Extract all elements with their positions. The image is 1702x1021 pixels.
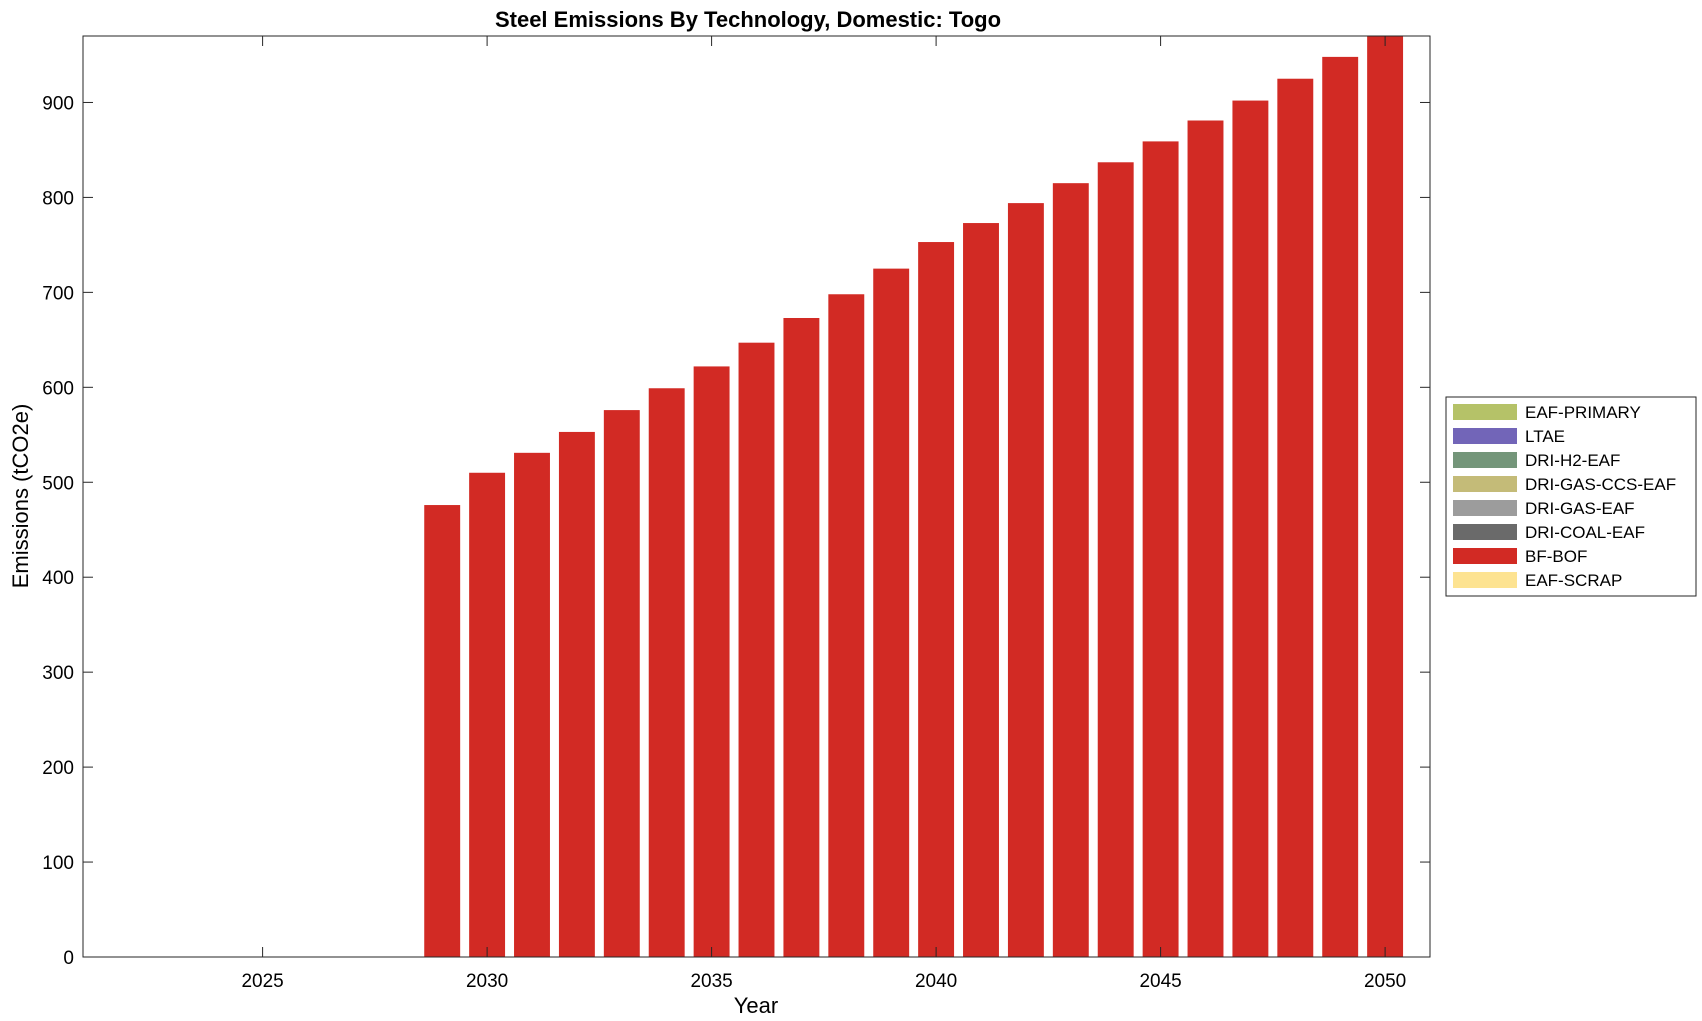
bar-bf-bof-2037: [783, 317, 820, 957]
legend-swatch-dri-coal-eaf: [1453, 524, 1517, 540]
bar-bf-bof-2048: [1277, 78, 1314, 957]
x-tick-label: 2050: [1364, 971, 1406, 992]
legend-swatch-eaf-scrap: [1453, 572, 1517, 588]
x-tick-label: 2035: [690, 971, 732, 992]
y-axis-label: Emissions (tCO2e): [8, 404, 33, 589]
legend-label: EAF-SCRAP: [1525, 571, 1622, 590]
legend-label: BF-BOF: [1525, 547, 1587, 566]
legend: EAF-PRIMARY LTAE DRI-H2-EAF DRI-GAS-CCS-EAF…: [1445, 396, 1697, 597]
y-tick-label: 300: [42, 663, 74, 684]
legend-box: [1445, 396, 1697, 597]
y-tick-label: 600: [42, 378, 74, 399]
legend-label: DRI-COAL-EAF: [1525, 523, 1645, 542]
x-tick-label: 2045: [1139, 971, 1181, 992]
y-tick-label: 200: [42, 758, 74, 779]
legend-label: LTAE: [1525, 427, 1565, 446]
plot-frame: [82, 35, 1431, 958]
bar-bf-bof-2036: [738, 342, 775, 957]
bar-bf-bof-2035: [693, 366, 730, 957]
legend-swatch-eaf-primary: [1453, 404, 1517, 420]
bar-bf-bof-2041: [963, 223, 999, 957]
x-tick-label: 2025: [241, 971, 283, 992]
y-tick-label: 400: [42, 568, 74, 589]
legend-swatch-dri-gas-eaf: [1453, 500, 1517, 516]
bar-bf-bof-2047: [1232, 100, 1269, 957]
bar-bf-bof-2045: [1142, 141, 1179, 957]
y-tick-label: 900: [42, 93, 74, 114]
bar-bf-bof-2044: [1097, 162, 1134, 957]
legend-swatch-ltae: [1453, 428, 1517, 444]
bar-bf-bof-2032: [558, 431, 595, 957]
bar-bf-bof-2040: [918, 242, 955, 957]
y-tick-label: 700: [42, 283, 74, 304]
x-axis-label: Year: [734, 993, 778, 1018]
bar-bf-bof-2029: [424, 505, 461, 957]
ticks-layer: 2025 2030 2035 2040 2045 2050 0 100 200 300 400 500…: [42, 36, 1430, 992]
y-tick-label: 100: [42, 853, 74, 874]
bar-bf-bof-2039: [873, 268, 910, 957]
bar-bf-bof-2034: [648, 388, 685, 957]
legend-label: DRI-GAS-EAF: [1525, 499, 1635, 518]
legend-label: EAF-PRIMARY: [1525, 403, 1641, 422]
x-tick-label: 2040: [915, 971, 957, 992]
bars-layer: [424, 36, 1404, 957]
bar-bf-bof-2046: [1187, 120, 1224, 957]
x-tick-label: 2030: [466, 971, 508, 992]
bar-bf-bof-2049: [1322, 56, 1359, 957]
y-tick-label: 800: [42, 188, 74, 209]
legend-swatch-dri-h2-eaf: [1453, 452, 1517, 468]
legend-items: EAF-PRIMARY LTAE DRI-H2-EAF DRI-GAS-CCS-EAF…: [1453, 403, 1676, 590]
bar-bf-bof-2033: [603, 410, 640, 957]
legend-swatch-dri-gas-ccs-eaf: [1453, 476, 1517, 492]
legend-label: DRI-GAS-CCS-EAF: [1525, 475, 1676, 494]
bar-bf-bof-2030: [469, 472, 506, 957]
legend-swatch-bf-bof: [1453, 548, 1517, 564]
bar-bf-bof-2043: [1052, 183, 1089, 957]
y-tick-label: 500: [42, 473, 74, 494]
bar-bf-bof-2038: [828, 294, 865, 957]
bar-bf-bof-2042: [1007, 203, 1044, 957]
chart-title: Steel Emissions By Technology, Domestic:…: [495, 7, 1001, 32]
bar-bf-bof-2031: [514, 452, 550, 957]
legend-label: DRI-H2-EAF: [1525, 451, 1620, 470]
bar-bf-bof-2050: [1367, 36, 1404, 957]
y-tick-label: 0: [63, 948, 74, 969]
